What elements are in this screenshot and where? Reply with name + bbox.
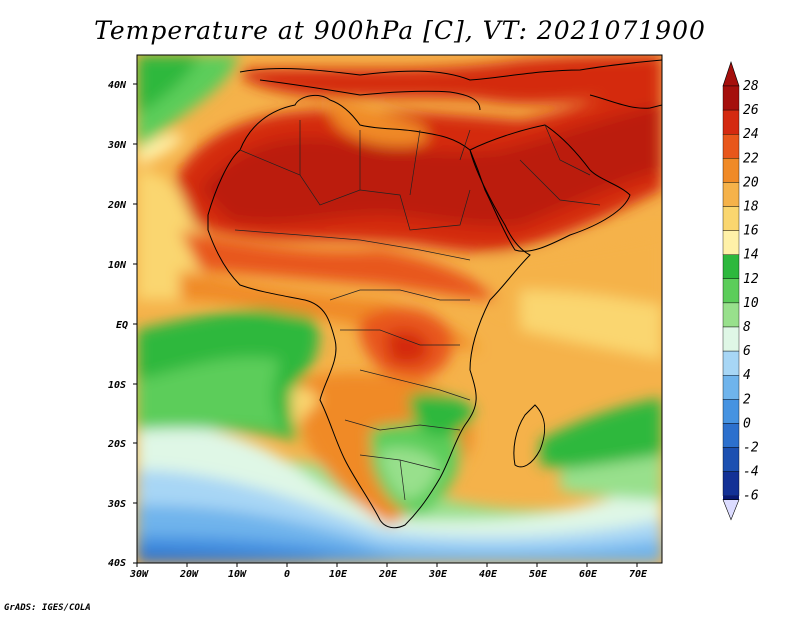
colorbar-label: 24: [743, 127, 759, 142]
colorbar-label: 10: [743, 296, 759, 311]
colorbar-label: 8: [743, 320, 751, 335]
colorbar-swatch: [722, 302, 740, 328]
lat-label: EQ: [116, 320, 128, 331]
colorbar-label: -2: [743, 441, 759, 456]
lon-label: 10W: [228, 569, 247, 580]
colorbar-label: 28: [743, 79, 759, 94]
colorbar-label: -6: [743, 489, 759, 504]
colorbar-swatch: [722, 230, 740, 255]
colorbar-swatch: [722, 447, 740, 472]
colorbar-top-cap: [722, 61, 740, 87]
lon-label: 0: [284, 569, 290, 580]
colorbar-swatch: [722, 182, 740, 207]
colorbar-label: 18: [743, 200, 759, 215]
colorbar-swatch: [722, 133, 740, 159]
colorbar-swatch: [722, 326, 740, 352]
axis-ticks: [133, 83, 638, 567]
lat-label: 30S: [107, 499, 126, 510]
lat-label: 20N: [107, 200, 127, 211]
colorbar-label: 12: [743, 272, 759, 287]
coastlines: [207, 59, 662, 529]
lon-label: 60E: [579, 569, 598, 580]
lat-label: 40S: [108, 558, 126, 569]
colorbar-label: 16: [743, 224, 759, 239]
grads-credit: GrADS: IGES/COLA: [4, 603, 91, 613]
colorbar-label: 4: [743, 368, 751, 383]
colorbar-label: 6: [743, 344, 751, 359]
colorbar-bottom-cap: [722, 499, 740, 521]
colorbar-swatch: [722, 399, 740, 424]
lon-label: 30E: [428, 569, 448, 580]
lon-label: 10E: [329, 569, 348, 580]
lon-label: 30W: [129, 569, 149, 580]
colorbar-label: 0: [743, 416, 751, 431]
colorbar-swatch: [722, 254, 740, 279]
colorbar-label: 14: [743, 248, 759, 263]
map-frame: [136, 54, 663, 564]
lon-label: 70E: [629, 569, 648, 580]
chart-title: Temperature at 900hPa [C], VT: 202107190…: [94, 16, 706, 45]
colorbar-swatch: [722, 471, 740, 496]
temperature-field: [137, 55, 662, 563]
colorbar-swatch: [722, 375, 740, 400]
colorbar-swatch: [722, 109, 740, 135]
colorbar-label: 26: [743, 103, 759, 118]
country-borders: [234, 120, 601, 501]
colorbar-label: 2: [743, 392, 751, 407]
lat-label: 20S: [107, 439, 126, 450]
lat-label: 30N: [107, 140, 127, 151]
latitude-labels: 40N 30N 20N 10N EQ 10S 20S 30S 40S: [107, 80, 128, 569]
lat-label: 40N: [108, 80, 127, 91]
lat-label: 10N: [108, 260, 127, 271]
colorbar-label: 20: [743, 175, 759, 190]
colorbar-swatch: [722, 85, 740, 111]
colorbar-swatch: [722, 206, 740, 231]
colorbar-label: -4: [743, 465, 759, 480]
colorbar-label: 22: [743, 151, 759, 166]
lat-label: 10S: [108, 380, 126, 391]
colorbar-swatch: [722, 423, 740, 448]
lon-label: 50E: [529, 569, 548, 580]
colorbar-swatch: [722, 158, 740, 183]
lon-label: 40E: [479, 569, 498, 580]
longitude-labels: 30W 20W 10W 0 10E 20E 30E 40E 50E 60E 70…: [129, 569, 648, 580]
lon-label: 20E: [378, 569, 398, 580]
colorbar-swatch: [722, 278, 740, 304]
colorbar-swatch: [723, 495, 739, 500]
lon-label: 20W: [179, 569, 199, 580]
colorbar-swatch: [722, 350, 740, 376]
